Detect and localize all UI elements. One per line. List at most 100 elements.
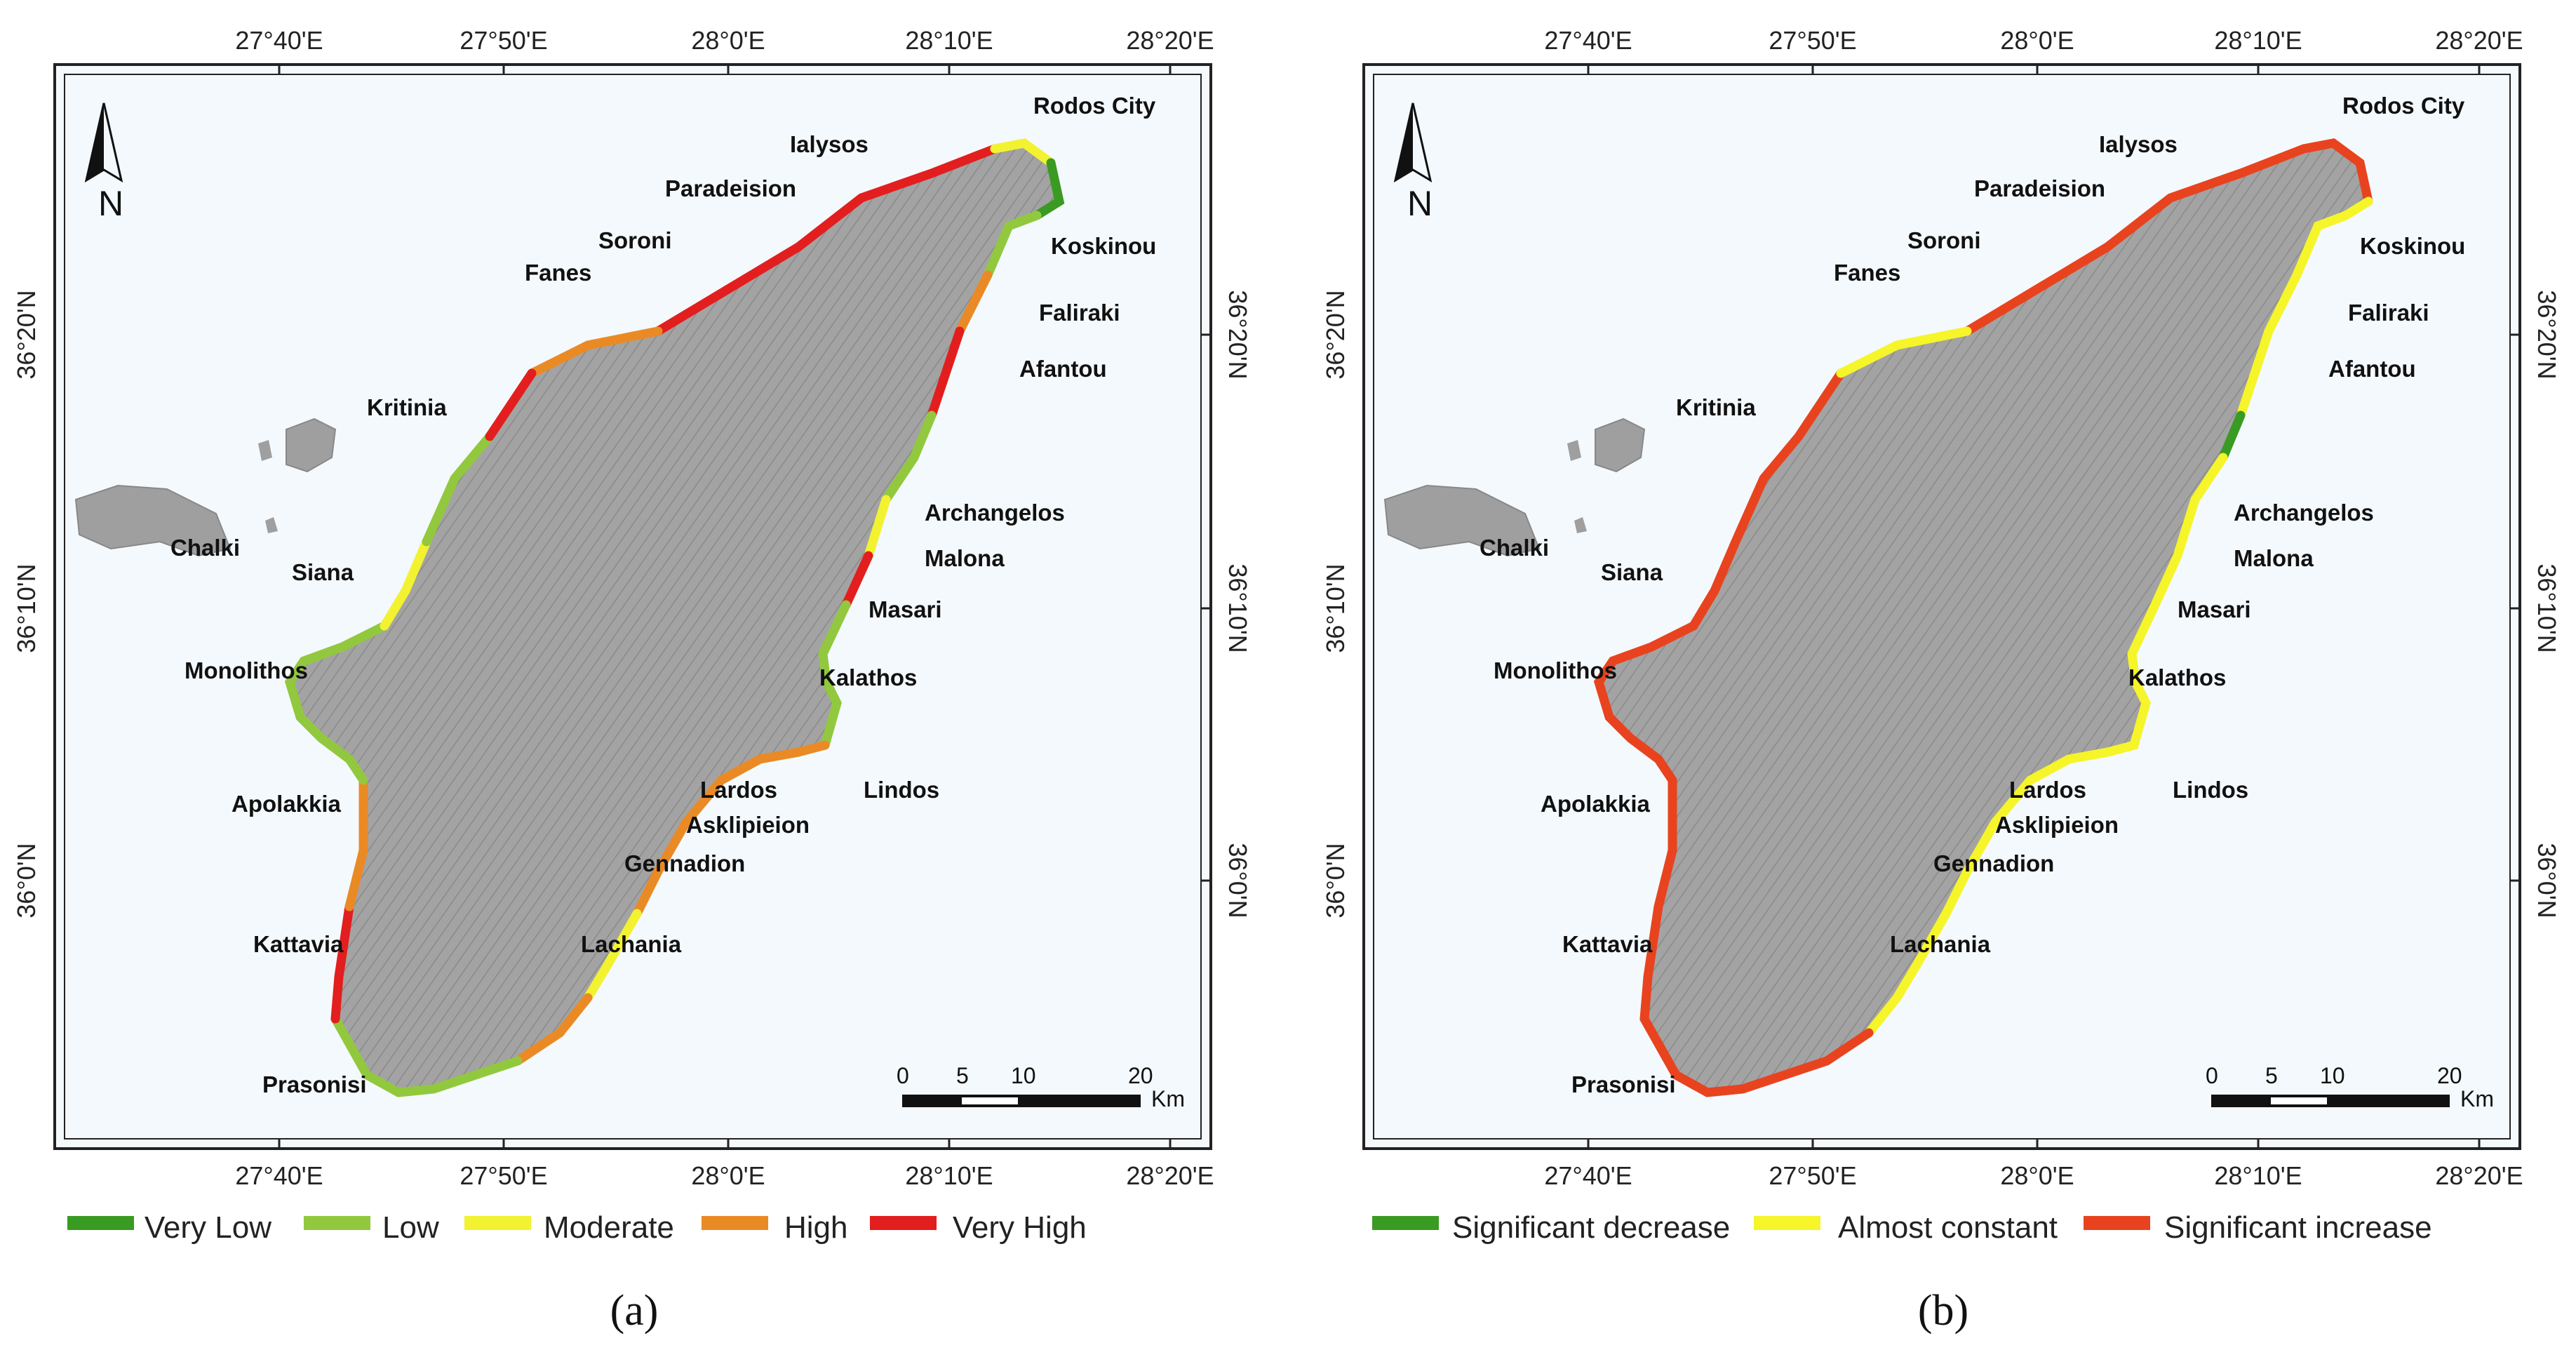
place-label: Afantou	[2328, 356, 2416, 382]
legend-swatch	[304, 1216, 370, 1230]
legend-swatch	[702, 1216, 768, 1230]
lon-tick-top: 28°0'E	[691, 26, 765, 55]
lon-tick-top: 28°20'E	[2435, 26, 2523, 55]
legend-label: Significant decrease	[1452, 1210, 1730, 1245]
lat-tick-right: 36°0'N	[1223, 843, 1252, 918]
place-label: Malona	[925, 545, 1005, 571]
place-label: Paradeision	[1974, 175, 2105, 201]
lat-tick-right: 36°10'N	[2533, 563, 2561, 653]
scale-tick: 10	[1011, 1063, 1036, 1088]
scale-tick: 0	[897, 1063, 909, 1088]
place-label: Masari	[868, 596, 942, 622]
lon-tick-top: 27°50'E	[1769, 26, 1856, 55]
place-label: Lachania	[1890, 931, 1991, 957]
tick-marks	[1587, 65, 2520, 1149]
lon-tick-bottom: 28°0'E	[2000, 1161, 2074, 1190]
coastline-classification	[284, 138, 1065, 1097]
place-label: Lachania	[581, 931, 682, 957]
lon-tick-bottom: 27°50'E	[1769, 1161, 1856, 1190]
legend-swatch	[870, 1216, 937, 1230]
lat-tick-left: 36°0'N	[12, 843, 41, 918]
place-label: Archangelos	[925, 500, 1065, 526]
place-label: Apolakkia	[232, 791, 342, 817]
place-label: Faliraki	[2348, 300, 2429, 326]
legend-label: High	[784, 1210, 848, 1245]
legend-swatch	[464, 1216, 531, 1230]
lat-tick-left: 36°20'N	[12, 290, 41, 379]
place-label: Lardos	[2009, 777, 2086, 803]
scale-unit: Km	[1151, 1086, 1185, 1111]
panel-label-a: (a)	[610, 1287, 659, 1335]
lon-tick-bottom: 28°0'E	[691, 1161, 765, 1190]
place-label: Fanes	[1834, 260, 1900, 286]
place-label: Rodos City	[2342, 93, 2465, 119]
place-labels: Rodos City Ialysos Paradeision Koskinou …	[170, 93, 1156, 1097]
legend-b: Significant decrease Almost constant Sig…	[1372, 1210, 2432, 1245]
place-label: Soroni	[1907, 227, 1981, 253]
scale-unit: Km	[2460, 1086, 2494, 1111]
lon-tick-top: 27°50'E	[459, 26, 547, 55]
place-label: Chalki	[170, 535, 240, 561]
place-label: Afantou	[1019, 356, 1107, 382]
islet	[1574, 517, 1587, 533]
legend-a: Very Low Low Moderate High Very High	[67, 1210, 1087, 1245]
place-label: Prasonisi	[1571, 1071, 1676, 1097]
place-label: Ialysos	[790, 131, 868, 157]
north-arrow: N	[84, 102, 123, 223]
lat-tick-right: 36°10'N	[1223, 563, 1252, 653]
islet	[265, 517, 278, 533]
map-inner-frame	[64, 74, 1202, 1140]
panel-b-coordinates: 27°40'E 27°50'E 28°0'E 28°10'E 28°20'E 2…	[1321, 26, 2561, 1190]
place-label: Kattavia	[253, 931, 344, 957]
legend-swatch	[1754, 1216, 1820, 1230]
lon-tick-bottom: 28°10'E	[2214, 1161, 2302, 1190]
lat-tick-left: 36°10'N	[12, 563, 41, 653]
chalki-island	[1383, 484, 1541, 557]
place-labels: Rodos City Ialysos Paradeision Koskinou …	[1480, 93, 2465, 1097]
north-label: N	[1407, 184, 1433, 223]
islet	[1567, 440, 1581, 461]
place-label: Monolithos	[185, 657, 308, 683]
place-label: Siana	[292, 559, 354, 585]
place-label: Kritinia	[367, 394, 447, 420]
lon-tick-bottom: 28°20'E	[2435, 1161, 2523, 1190]
panel-a-coordinates: 27°40'E 27°50'E 28°0'E 28°10'E 28°20'E 2…	[12, 26, 1252, 1190]
north-label: N	[98, 184, 123, 223]
lon-tick-top: 28°10'E	[2214, 26, 2302, 55]
place-label: Kalathos	[819, 664, 917, 690]
lon-tick-top: 28°10'E	[905, 26, 993, 55]
islet	[1595, 417, 1646, 473]
lon-tick-top: 28°0'E	[2000, 26, 2074, 55]
place-label: Prasonisi	[262, 1071, 367, 1097]
coastline-trend	[1593, 138, 2373, 1097]
islet	[258, 440, 272, 461]
place-label: Koskinou	[2360, 233, 2465, 259]
place-label: Asklipieion	[686, 812, 810, 838]
place-label: Kattavia	[1562, 931, 1653, 957]
legend-swatch	[2084, 1216, 2150, 1230]
lon-tick-bottom: 28°10'E	[905, 1161, 993, 1190]
scale-tick: 20	[2437, 1063, 2462, 1088]
place-label: Ialysos	[2099, 131, 2178, 157]
legend-swatch	[1372, 1216, 1439, 1230]
place-label: Chalki	[1480, 535, 1549, 561]
scale-tick: 0	[2206, 1063, 2218, 1088]
place-label: Masari	[2178, 596, 2251, 622]
scale-bar: 0 5 10 20 Km	[897, 1063, 1185, 1111]
place-label: Gennadion	[624, 850, 745, 876]
panel-label-b: (b)	[1918, 1287, 1968, 1335]
lon-tick-top: 27°40'E	[1544, 26, 1632, 55]
legend-label: Low	[382, 1210, 439, 1245]
lat-tick-right: 36°0'N	[2533, 843, 2561, 918]
place-label: Paradeision	[665, 175, 796, 201]
place-label: Fanes	[525, 260, 591, 286]
lon-tick-bottom: 28°20'E	[1126, 1161, 1214, 1190]
place-label: Siana	[1601, 559, 1663, 585]
lon-tick-top: 28°20'E	[1126, 26, 1214, 55]
place-label: Lindos	[864, 777, 939, 803]
place-label: Malona	[2234, 545, 2314, 571]
place-label: Apolakkia	[1541, 791, 1651, 817]
legend-label: Very High	[953, 1210, 1087, 1245]
legend-swatch	[67, 1216, 134, 1230]
